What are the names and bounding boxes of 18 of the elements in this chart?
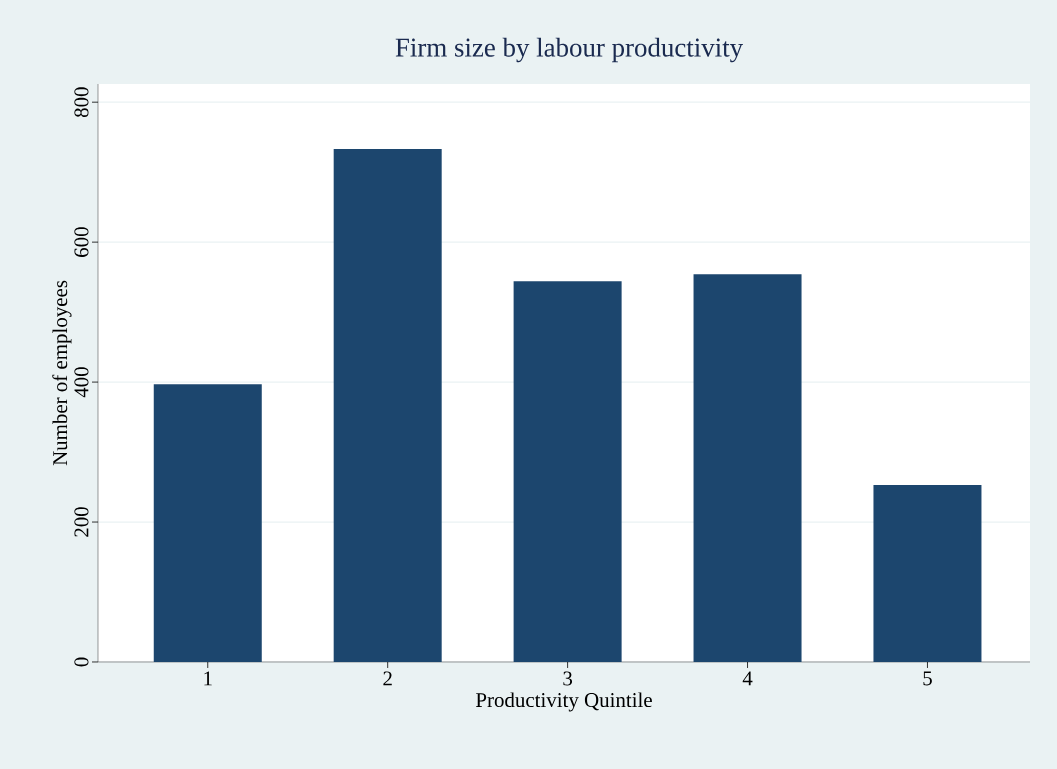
bar: [513, 281, 622, 662]
y-axis-title: Number of employees: [52, 280, 72, 466]
x-tick-label: 4: [742, 671, 753, 686]
x-tick-label: 5: [923, 671, 932, 686]
chart-title: Firm size by labour productivity: [395, 37, 744, 63]
y-tick-label: 400: [74, 367, 89, 398]
x-tick-label: 3: [563, 671, 573, 686]
x-axis-title: Productivity Quintile: [476, 692, 652, 712]
x-tick-label: 2: [383, 671, 392, 686]
y-tick-label: 0: [74, 657, 89, 667]
bar: [333, 149, 442, 662]
y-tick-label: 600: [74, 227, 89, 257]
bar: [153, 384, 262, 662]
y-tick-label: 200: [74, 507, 89, 537]
bar: [873, 484, 982, 662]
x-tick-label: 1: [204, 671, 212, 686]
y-tick-label: 800: [74, 87, 89, 118]
bar: [693, 274, 802, 662]
